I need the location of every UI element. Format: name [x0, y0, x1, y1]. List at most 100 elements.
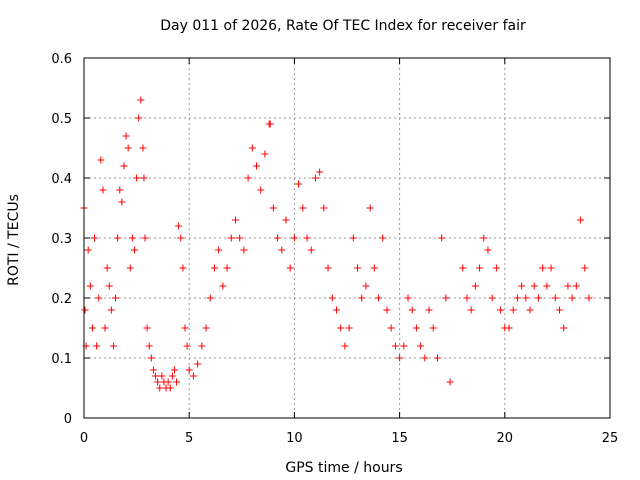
- data-point: [522, 294, 530, 302]
- data-point: [198, 342, 206, 350]
- x-tick-label: 5: [185, 431, 193, 446]
- data-point: [282, 216, 290, 224]
- data-point: [307, 246, 315, 254]
- data-point: [513, 294, 521, 302]
- data-point: [471, 282, 479, 290]
- data-point: [354, 264, 362, 272]
- data-point: [253, 162, 261, 170]
- data-point: [375, 294, 383, 302]
- data-point: [166, 384, 174, 392]
- data-point: [120, 162, 128, 170]
- x-tick-label: 10: [286, 431, 303, 446]
- data-point: [463, 294, 471, 302]
- data-point: [179, 264, 187, 272]
- data-point: [116, 186, 124, 194]
- data-point: [126, 264, 134, 272]
- data-point: [177, 234, 185, 242]
- data-point: [183, 342, 191, 350]
- data-point: [585, 294, 593, 302]
- chart-title: Day 011 of 2026, Rate Of TEC Index for r…: [160, 18, 526, 34]
- data-point: [337, 324, 345, 332]
- data-point: [316, 168, 324, 176]
- data-point: [122, 132, 130, 140]
- data-point: [95, 294, 103, 302]
- data-points: [80, 96, 593, 392]
- y-tick-label: 0.6: [51, 52, 72, 67]
- data-point: [509, 306, 517, 314]
- data-point: [215, 246, 223, 254]
- data-point: [311, 174, 319, 182]
- data-point: [484, 246, 492, 254]
- data-point: [133, 174, 141, 182]
- data-point: [581, 264, 589, 272]
- data-point: [505, 324, 513, 332]
- data-point: [97, 156, 105, 164]
- data-point: [324, 264, 332, 272]
- data-point: [103, 264, 111, 272]
- data-point: [269, 204, 277, 212]
- data-point: [572, 282, 580, 290]
- data-point: [219, 282, 227, 290]
- data-point: [551, 294, 559, 302]
- data-point: [568, 294, 576, 302]
- data-point: [231, 216, 239, 224]
- x-tick-label: 0: [80, 431, 88, 446]
- data-point: [370, 264, 378, 272]
- data-point: [105, 282, 113, 290]
- y-tick-label: 0.2: [51, 292, 72, 307]
- data-point: [295, 180, 303, 188]
- data-point: [446, 378, 454, 386]
- data-point: [240, 246, 248, 254]
- data-point: [140, 174, 148, 182]
- data-point: [130, 246, 138, 254]
- data-point: [518, 282, 526, 290]
- data-point: [194, 360, 202, 368]
- data-point: [383, 306, 391, 314]
- data-point: [107, 306, 115, 314]
- data-point: [362, 282, 370, 290]
- data-point: [341, 342, 349, 350]
- data-point: [147, 354, 155, 362]
- y-tick-label: 0.5: [51, 112, 72, 127]
- data-point: [433, 354, 441, 362]
- data-point: [88, 324, 96, 332]
- data-point: [328, 294, 336, 302]
- data-point: [223, 264, 231, 272]
- data-point: [396, 354, 404, 362]
- data-point: [143, 324, 151, 332]
- data-point: [189, 372, 197, 380]
- data-point: [404, 294, 412, 302]
- data-point: [139, 144, 147, 152]
- x-tick-label: 20: [497, 431, 514, 446]
- x-axis-title: GPS time / hours: [285, 460, 402, 476]
- data-point: [534, 294, 542, 302]
- data-point: [358, 294, 366, 302]
- data-point: [438, 234, 446, 242]
- data-point: [135, 114, 143, 122]
- data-point: [185, 366, 193, 374]
- data-point: [391, 342, 399, 350]
- data-point: [459, 264, 467, 272]
- data-point: [248, 144, 256, 152]
- data-point: [421, 354, 429, 362]
- data-point: [86, 282, 94, 290]
- y-tick-label: 0.1: [51, 352, 72, 367]
- data-point: [261, 150, 269, 158]
- data-point: [400, 342, 408, 350]
- data-point: [379, 234, 387, 242]
- data-point: [286, 264, 294, 272]
- data-point: [109, 342, 117, 350]
- data-point: [84, 246, 92, 254]
- data-point: [257, 186, 265, 194]
- data-point: [349, 234, 357, 242]
- data-point: [345, 324, 353, 332]
- data-point: [91, 234, 99, 242]
- data-point: [175, 222, 183, 230]
- data-point: [526, 306, 534, 314]
- data-point: [492, 264, 500, 272]
- x-tick-label: 15: [391, 431, 408, 446]
- data-point: [290, 234, 298, 242]
- data-point: [81, 306, 89, 314]
- data-point: [156, 384, 164, 392]
- data-point: [442, 294, 450, 302]
